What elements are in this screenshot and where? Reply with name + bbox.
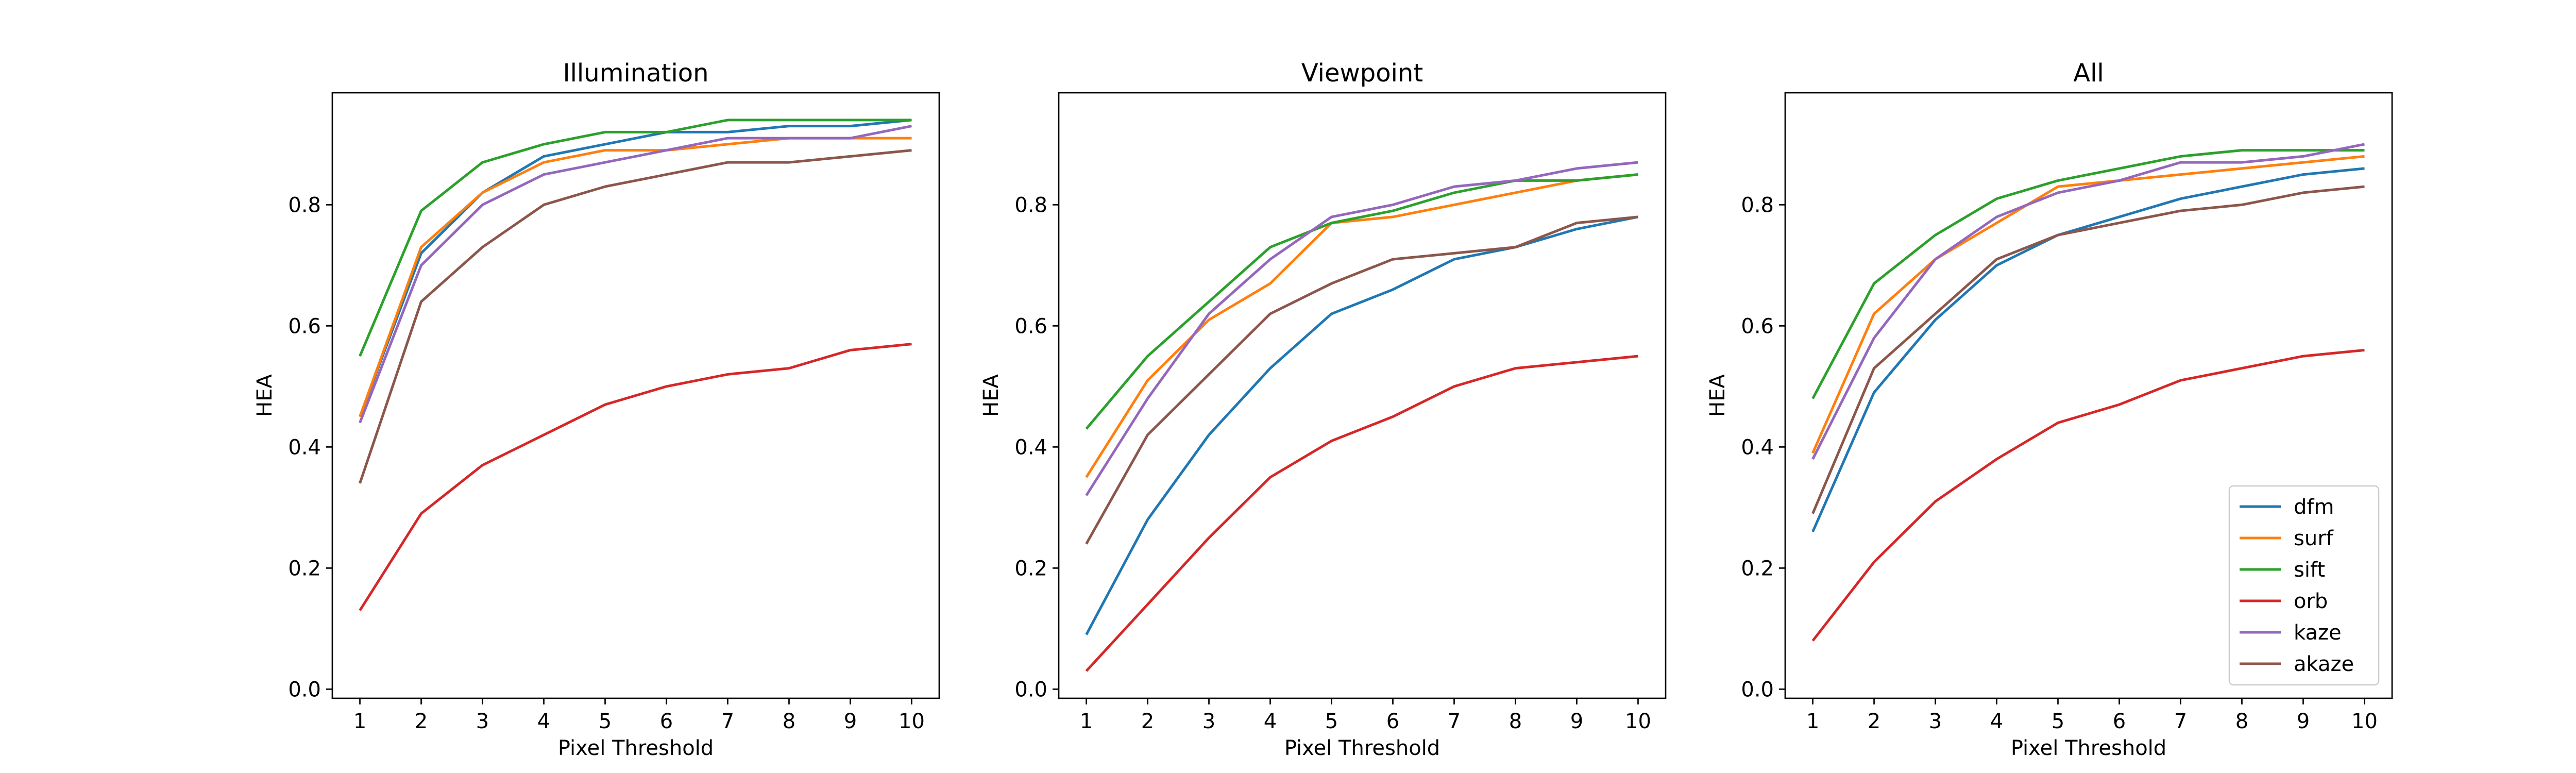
series-line-sift (359, 119, 912, 357)
y-tick-label: 0.2 (1014, 557, 1047, 580)
chart-panel-3: 1 2 3 4 5 6 7 8 9 10 0.0 0.2 0.4 0.6 0.8 All Pixel Thres… (1706, 59, 2393, 760)
x-tick-label: 8 (783, 710, 795, 733)
panel-title: Viewpoint (1301, 59, 1423, 88)
x-tick-label: 4 (1264, 710, 1277, 733)
y-tick-label: 0.0 (1014, 678, 1047, 701)
x-tick-label: 2 (1868, 710, 1880, 733)
y-tick-label: 0.8 (1741, 193, 1774, 217)
x-tick-label: 9 (2297, 710, 2310, 733)
legend-box (2228, 485, 2380, 686)
series-line-kaze (1085, 161, 1638, 496)
series-line-surf (1085, 173, 1638, 478)
x-tick-label: 2 (415, 710, 428, 733)
x-axis-label: Pixel Threshold (558, 736, 714, 760)
x-tick-label: 6 (660, 710, 673, 733)
series-line-dfm (1085, 215, 1638, 635)
series-line-orb (359, 343, 912, 611)
x-tick-label: 5 (599, 710, 612, 733)
legend: dfm surf sift orb kaze akaze (2228, 485, 2380, 686)
panel-title: Illumination (563, 59, 708, 88)
x-tick-label: 9 (1570, 710, 1583, 733)
y-axis-label: HEA (253, 374, 277, 417)
x-tick-label: 5 (2052, 710, 2064, 733)
series-line-dfm (1811, 167, 2365, 532)
legend-label-orb: orb (2294, 590, 2328, 613)
y-tick-label: 0.4 (1014, 435, 1047, 459)
series-line-kaze (359, 125, 912, 424)
x-tick-label: 6 (2113, 710, 2126, 733)
x-tick-label: 7 (1448, 710, 1461, 733)
x-tick-label: 4 (1990, 710, 2003, 733)
y-axis-label: HEA (979, 374, 1003, 417)
series-line-akaze (1811, 185, 2365, 514)
y-tick-label: 0.6 (1741, 314, 1774, 338)
x-tick-label: 3 (476, 710, 489, 733)
y-tick-label: 0.2 (1741, 557, 1774, 580)
panel-title: All (2073, 59, 2104, 88)
series-line-orb (1085, 355, 1638, 672)
x-axis-label: Pixel Threshold (2011, 736, 2166, 760)
axes-frame (331, 92, 940, 699)
series-line-orb (1811, 348, 2365, 642)
x-tick-label: 7 (2174, 710, 2187, 733)
x-tick-label: 5 (1325, 710, 1338, 733)
x-tick-label: 8 (1509, 710, 1522, 733)
x-tick-label: 6 (1386, 710, 1399, 733)
y-tick-label: 0.0 (288, 678, 321, 701)
x-axis-label: Pixel Threshold (1284, 736, 1440, 760)
series-line-sift (1085, 173, 1638, 430)
legend-label-kaze: kaze (2294, 621, 2342, 645)
axes-frame (1058, 92, 1667, 699)
series-line-surf (1811, 155, 2365, 454)
legend-label-akaze: akaze (2294, 652, 2354, 676)
chart-panel-2: 1 2 3 4 5 6 7 8 9 10 0.0 0.2 0.4 0.6 0.8 Viewpoint Pixel… (979, 59, 1667, 760)
legend-label-dfm: dfm (2294, 495, 2334, 519)
x-tick-label: 10 (1625, 710, 1651, 733)
legend-label-surf: surf (2294, 527, 2334, 550)
y-tick-label: 0.6 (288, 314, 321, 338)
x-tick-label: 3 (1202, 710, 1215, 733)
x-tick-label: 10 (899, 710, 925, 733)
x-tick-label: 2 (1141, 710, 1154, 733)
legend-label-sift: sift (2294, 558, 2325, 582)
series-line-akaze (359, 149, 912, 484)
x-tick-label: 1 (1080, 710, 1093, 733)
y-axis-label: HEA (1706, 374, 1730, 417)
y-tick-label: 0.0 (1741, 678, 1774, 701)
x-tick-label: 9 (844, 710, 857, 733)
y-tick-label: 0.8 (288, 193, 321, 217)
series-line-kaze (1811, 143, 2365, 460)
y-tick-label: 0.2 (288, 557, 321, 580)
y-tick-label: 0.4 (288, 435, 321, 459)
x-tick-label: 4 (537, 710, 550, 733)
x-tick-label: 3 (1929, 710, 1942, 733)
y-tick-label: 0.8 (1014, 193, 1047, 217)
series-line-sift (1811, 149, 2365, 399)
chart-panel-1: 1 2 3 4 5 6 7 8 9 10 0.0 0.2 0.4 0.6 0.8 Illumination Pi… (253, 59, 940, 760)
y-tick-label: 0.6 (1014, 314, 1047, 338)
x-tick-label: 8 (2235, 710, 2248, 733)
x-tick-label: 10 (2351, 710, 2378, 733)
series-line-akaze (1085, 215, 1638, 545)
x-tick-label: 1 (353, 710, 366, 733)
axes-frame (1784, 92, 2393, 699)
x-tick-label: 7 (721, 710, 734, 733)
series-line-dfm (359, 119, 912, 417)
x-tick-label: 1 (1806, 710, 1819, 733)
y-tick-label: 0.4 (1741, 435, 1774, 459)
